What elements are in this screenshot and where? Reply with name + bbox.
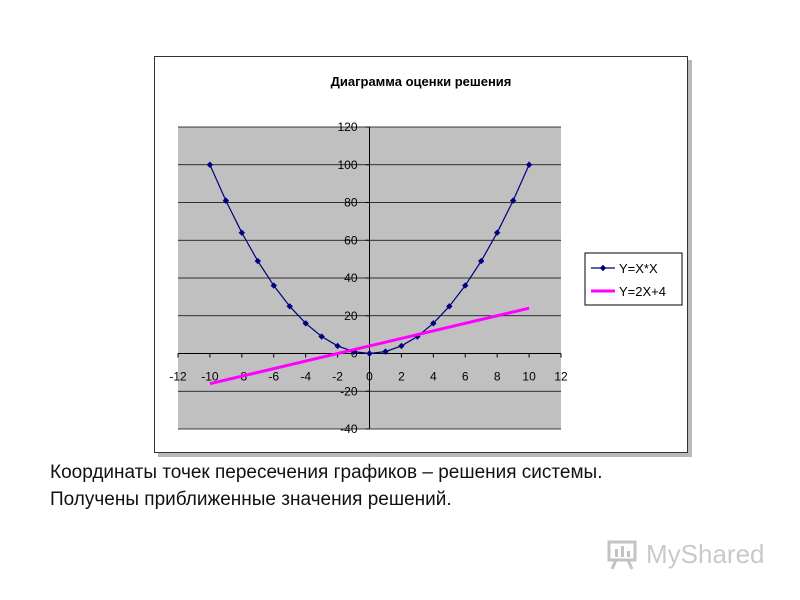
data-point	[302, 320, 309, 327]
y-tick-label: 20	[344, 309, 358, 323]
data-point	[446, 303, 453, 310]
legend-label-2: Y=2X+4	[619, 284, 666, 299]
data-point	[382, 348, 389, 355]
y-tick-label: 100	[337, 158, 357, 172]
x-tick-label: 6	[462, 370, 469, 384]
series-line-2	[209, 306, 530, 386]
caption-line-1: Координаты точек пересечения графиков – …	[50, 462, 603, 483]
chart-title: Диаграмма оценки решения	[331, 74, 512, 89]
chart: Диаграмма оценки решения-12 -10 -8 -6 -4 -2 0 2…	[169, 74, 683, 436]
data-point	[366, 350, 373, 357]
x-tick-label: -12	[169, 370, 187, 384]
watermark-text: MyShared	[646, 538, 765, 569]
x-tick-label: 12	[554, 370, 568, 384]
chart-frame: Диаграмма оценки решения -12 -10 -8 -6 -4 -2 0 2…	[154, 56, 688, 453]
y-tick-label: 120	[337, 120, 357, 134]
data-point	[430, 320, 437, 327]
data-point	[222, 197, 230, 204]
legend-marker-1	[599, 264, 607, 272]
data-point	[206, 161, 214, 168]
x-tick-label: -10	[201, 370, 219, 384]
data-point	[238, 229, 246, 236]
data-point	[493, 229, 501, 236]
x-tick-label: -2	[332, 370, 343, 384]
x-tick-label: 10	[522, 370, 536, 384]
x-tick-label: 8	[494, 370, 501, 384]
y-tick-label: 40	[344, 271, 358, 285]
legend-label-1: Y=X*X	[619, 261, 658, 276]
data-point	[478, 257, 485, 265]
data-point	[254, 257, 261, 265]
y-tick-label: -40	[340, 422, 358, 436]
data-point	[286, 303, 293, 310]
data-point	[462, 282, 469, 289]
x-tick-label: -6	[268, 370, 279, 384]
y-tick-label: 60	[344, 233, 358, 247]
x-tick-label: 0	[366, 370, 373, 384]
x-tick-label: -4	[300, 370, 311, 384]
x-tick-label: 4	[430, 370, 437, 384]
data-point	[318, 333, 325, 340]
data-point	[334, 342, 341, 350]
caption-line-2: Получены приближенные значения решений.	[50, 489, 452, 510]
legend	[584, 252, 683, 306]
presentation-board-icon	[607, 540, 637, 570]
data-point	[509, 197, 517, 204]
y-tick-label: -20	[340, 384, 358, 398]
y-tick-label: 80	[344, 196, 358, 210]
data-point	[398, 342, 405, 350]
watermark-logo: MyShared	[606, 536, 776, 572]
x-tick-label: 2	[398, 370, 405, 384]
data-point	[270, 282, 277, 289]
